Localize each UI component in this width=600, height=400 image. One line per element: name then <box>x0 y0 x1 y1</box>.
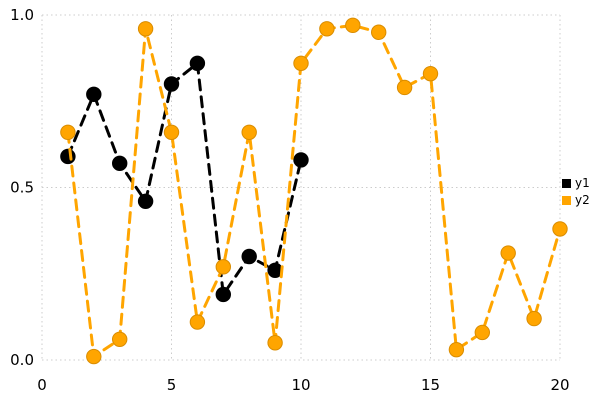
y-tick-label: 0.5 <box>10 179 34 197</box>
data-point-y2 <box>241 124 257 141</box>
legend-item-y1: y1 <box>562 177 590 189</box>
data-point-y1 <box>189 55 206 71</box>
data-point-y1 <box>241 248 257 265</box>
data-point-y2 <box>267 335 283 351</box>
series-line-y1 <box>66 60 303 299</box>
legend-item-y2: y2 <box>562 194 590 206</box>
data-point-y2 <box>526 310 542 327</box>
data-point-y2 <box>60 124 76 141</box>
data-point-y2 <box>112 331 128 347</box>
data-point-y2 <box>500 245 516 261</box>
chart-legend: y1 y2 <box>562 177 590 206</box>
data-point-y2 <box>319 21 335 37</box>
data-point-y2 <box>163 124 180 141</box>
data-point-y2 <box>552 221 568 237</box>
data-point-y2 <box>137 21 154 37</box>
data-point-y2 <box>422 65 439 82</box>
data-point-y2 <box>396 79 413 96</box>
data-point-y2 <box>215 259 232 275</box>
data-point-y2 <box>86 348 102 365</box>
x-tick-label: 0 <box>37 376 47 394</box>
series-line-y2 <box>66 23 562 360</box>
data-point-y1 <box>163 76 180 92</box>
data-point-y1 <box>86 86 102 103</box>
legend-label-y1: y1 <box>575 176 590 190</box>
data-point-y2 <box>345 17 361 34</box>
data-point-y1 <box>215 286 232 303</box>
data-point-y2 <box>189 314 206 330</box>
data-point-y2 <box>448 341 465 358</box>
legend-swatch-y2 <box>562 195 571 205</box>
data-point-y2 <box>474 324 490 341</box>
y-tick-label: 1.0 <box>10 6 34 24</box>
y-tick-label: 0.0 <box>10 351 34 369</box>
x-tick-label: 20 <box>550 376 569 394</box>
legend-label-y2: y2 <box>575 193 590 207</box>
data-point-y1 <box>112 155 128 172</box>
data-point-y1 <box>137 193 154 210</box>
x-tick-label: 5 <box>167 376 177 394</box>
x-tick-label: 15 <box>421 376 440 394</box>
legend-swatch-y1 <box>562 178 571 188</box>
x-tick-label: 10 <box>291 376 310 394</box>
data-point-y2 <box>293 55 309 71</box>
data-point-y2 <box>371 24 387 40</box>
data-point-y1 <box>60 148 76 165</box>
data-point-y1 <box>293 152 309 168</box>
